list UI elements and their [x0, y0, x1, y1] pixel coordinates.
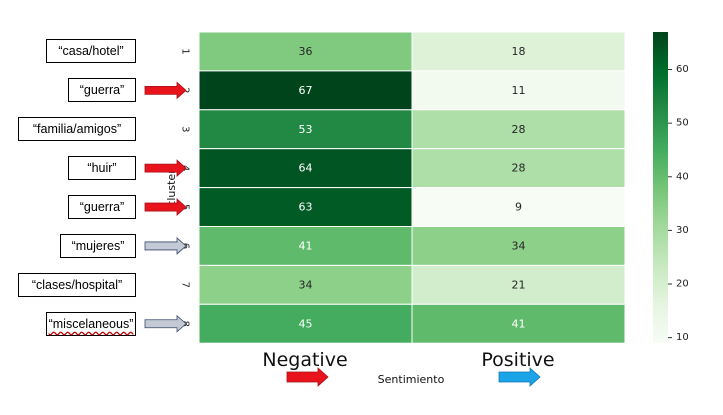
cluster-annotation-text: “casa/hotel” — [58, 44, 124, 59]
column-label-positive: Positive — [481, 349, 554, 371]
colorbar-tick-label: 40 — [676, 171, 689, 182]
y-axis-label: cluster — [165, 169, 178, 207]
cell-value-label: 9 — [515, 201, 522, 214]
row-tick-label: 7 — [180, 282, 191, 288]
heatmap-cell — [411, 70, 626, 111]
row-arrow-icon — [144, 159, 187, 178]
cluster-annotation-text: “guerra” — [79, 83, 125, 98]
cluster-annotation-text: “mujeres” — [71, 238, 125, 253]
heatmap-cell — [198, 264, 413, 305]
cluster-annotation-box: “miscelaneous” — [46, 311, 136, 336]
heatmap-cell — [198, 226, 413, 266]
cell-value-label: 28 — [512, 162, 526, 175]
cluster-annotation-box: “clases/hospital” — [18, 272, 136, 297]
row-arrow-icon — [144, 81, 187, 100]
heatmap-cell — [411, 303, 626, 344]
heatmap-cell — [198, 109, 413, 150]
heatmap-cell — [411, 226, 626, 266]
heatmap-cell — [411, 148, 626, 189]
column-label-negative: Negative — [262, 349, 347, 371]
colorbar-tick-label: 20 — [676, 279, 689, 290]
cluster-annotation-box: “casa/hotel” — [46, 39, 136, 64]
colorbar-tick-label: 50 — [676, 118, 689, 129]
cluster-annotation-box: “huir” — [68, 156, 136, 181]
row-tick-label: 1 — [180, 48, 191, 54]
cell-value-label: 41 — [299, 239, 313, 252]
heatmap-cell — [198, 187, 413, 228]
colorbar-ticks: 10 20 30 40 50 60 — [668, 64, 689, 343]
cell-value-label: 53 — [299, 123, 313, 136]
heatmap-cell — [198, 31, 413, 72]
heatmap-cell — [198, 148, 413, 189]
x-axis-label: Sentimiento — [378, 373, 445, 386]
cluster-annotation-box: “familia/amigos” — [18, 117, 136, 142]
cell-value-label: 34 — [512, 239, 526, 252]
cluster-annotation-text: “guerra” — [79, 200, 125, 215]
row-tick-label: 3 — [180, 126, 191, 132]
cell-value-label: 11 — [512, 84, 526, 97]
cluster-annotation-text: “familia/amigos” — [32, 122, 122, 137]
cell-value-label: 21 — [512, 278, 526, 291]
cell-value-label: 63 — [299, 201, 313, 214]
cell-value-label: 45 — [299, 317, 313, 330]
row-arrows — [144, 81, 187, 333]
cell-value-label: 64 — [299, 162, 313, 175]
cell-value-label: 28 — [512, 123, 526, 136]
heatmap-cell — [411, 109, 626, 150]
heatmap-cell — [198, 303, 413, 344]
cell-value-label: 34 — [299, 278, 313, 291]
cluster-annotation-box: “mujeres” — [60, 233, 136, 258]
cluster-annotation-text: “clases/hospital” — [31, 277, 123, 292]
cell-value-label: 36 — [299, 45, 313, 58]
cluster-annotation-text: “miscelaneous” — [48, 316, 134, 331]
colorbar-tick-label: 30 — [676, 225, 689, 236]
heatmap-cell — [411, 264, 626, 305]
cell-value-label: 41 — [512, 317, 526, 330]
heatmap-cells: 36 18 67 11 53 28 64 28 63 9 41 34 34 21 45 41 — [198, 31, 626, 344]
heatmap-cell — [198, 70, 413, 111]
positive-arrow-icon — [498, 367, 541, 387]
row-arrow-icon — [144, 237, 187, 255]
cluster-annotation-text: “huir” — [87, 161, 117, 176]
row-arrow-icon — [144, 198, 187, 216]
colorbar-tick-label: 60 — [676, 64, 689, 75]
cell-value-label: 18 — [512, 45, 526, 58]
row-arrow-icon — [144, 314, 187, 333]
cell-value-label: 67 — [299, 84, 313, 97]
colorbar — [653, 32, 668, 343]
negative-arrow-icon — [286, 367, 329, 387]
colorbar-tick-label: 10 — [676, 332, 689, 343]
cluster-annotation-box: “guerra” — [68, 195, 136, 220]
heatmap-cell — [411, 187, 626, 228]
cluster-annotation-box: “guerra” — [68, 78, 136, 103]
